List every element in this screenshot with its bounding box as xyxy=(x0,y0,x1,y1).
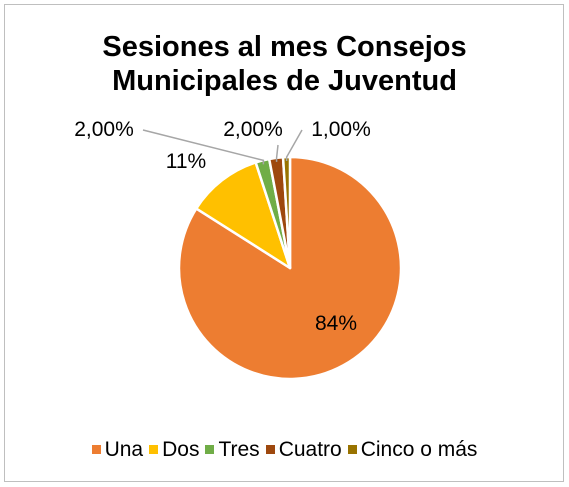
data-label-tres: 2,00% xyxy=(74,118,134,141)
chart-title-line-2: Municipales de Juventud xyxy=(112,65,457,97)
legend-item-cinco-o-más: Cinco o más xyxy=(347,438,478,462)
legend-item-tres: Tres xyxy=(205,438,260,462)
legend-item-dos: Dos xyxy=(149,438,199,462)
legend-swatch xyxy=(205,445,215,454)
data-label-dos: 11% xyxy=(166,150,206,173)
legend-label: Cuatro xyxy=(278,438,342,461)
legend: Una Dos Tres Cuatro Cinco o más xyxy=(0,438,569,462)
legend-label: Cinco o más xyxy=(360,438,478,461)
legend-swatch xyxy=(265,445,275,454)
leader-line-tres xyxy=(142,129,265,165)
leader-line-cuatro xyxy=(275,144,279,162)
legend-label: Una xyxy=(104,438,144,461)
legend-swatch xyxy=(347,445,357,454)
legend-item-cuatro: Cuatro xyxy=(265,438,342,462)
leader-lines xyxy=(142,129,303,165)
legend-swatch xyxy=(149,445,159,454)
data-label-cinco-o-más: 1,00% xyxy=(311,118,371,141)
chart-title: Sesiones al mes Consejos Municipales de … xyxy=(0,30,569,98)
pie-slice-dos xyxy=(195,161,292,270)
data-labels: 84% 11% 2,00% 2,00% 1,00% xyxy=(74,118,371,335)
legend-label: Dos xyxy=(162,438,200,461)
legend-item-una: Una xyxy=(91,438,144,462)
pie-slices xyxy=(177,155,403,381)
legend-swatch xyxy=(91,445,101,454)
legend-label: Tres xyxy=(218,438,260,461)
data-label-una: 84% xyxy=(315,312,357,335)
chart-title-line-1: Sesiones al mes Consejos xyxy=(102,31,467,63)
leader-line-cinco-o-más xyxy=(285,129,303,162)
data-label-cuatro: 2,00% xyxy=(223,118,283,141)
